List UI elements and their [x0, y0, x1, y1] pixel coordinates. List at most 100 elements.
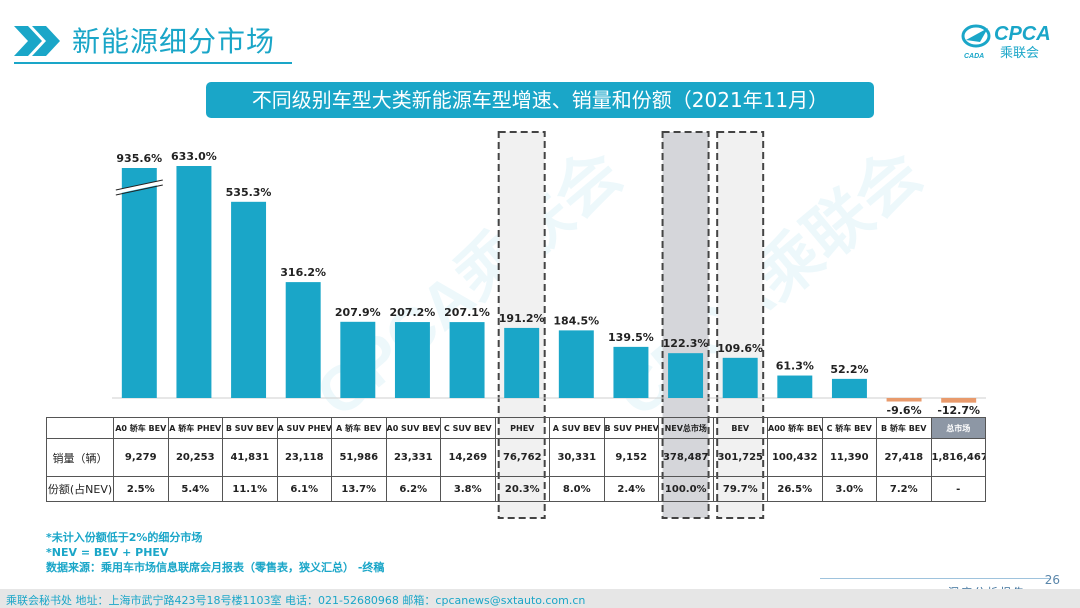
row-label-sales: 销量（辆） — [46, 438, 114, 477]
table-cell-share: 8.0% — [549, 476, 605, 502]
data-label: 191.2% — [499, 312, 545, 325]
table-cell-sales: 301,725 — [712, 438, 768, 477]
table-cell-sales: 378,487 — [658, 438, 714, 477]
data-label: 633.0% — [171, 150, 217, 163]
chart-title-banner: 不同级别车型大类新能源车型增速、销量和份额（2021年11月） — [206, 82, 874, 118]
bar — [613, 346, 649, 398]
table-header-cell: A0 轿车 BEV — [113, 417, 169, 439]
table-cell-share: 11.1% — [222, 476, 278, 502]
row-label-share: 份额(占NEV) — [46, 476, 114, 502]
table-header-cell: A SUV PHEV — [276, 417, 332, 439]
table-cell-share: - — [930, 476, 986, 502]
data-label: 109.6% — [717, 342, 763, 355]
bar-negative — [941, 398, 977, 403]
data-label: 61.3% — [776, 360, 814, 373]
table-cell-share: 79.7% — [712, 476, 768, 502]
data-label: -12.7% — [937, 404, 980, 417]
bar-negative — [886, 398, 922, 402]
table-corner-cell — [46, 417, 114, 439]
watermark-text: CPCA乘联会 — [603, 136, 935, 431]
table-cell-share: 7.2% — [876, 476, 932, 502]
data-label: 535.3% — [226, 186, 272, 199]
table-cell-share: 2.4% — [603, 476, 659, 502]
logo-text: CPCA — [994, 23, 1051, 45]
table-header-cell: B SUV PHEV — [603, 417, 659, 439]
bar — [777, 375, 813, 398]
page-number: 26 — [1044, 573, 1060, 587]
table-cell-sales: 9,152 — [603, 438, 659, 477]
report-divider — [820, 578, 1050, 579]
table-header-cell: C SUV BEV — [440, 417, 496, 439]
table-cell-sales: 27,418 — [876, 438, 932, 477]
table-header-cell: A0 SUV BEV — [385, 417, 441, 439]
data-label: 52.2% — [830, 363, 868, 376]
title-underline — [14, 62, 292, 64]
footnote-source: 数据来源：乘用车市场信息联席会月报表（零售表，狭义汇总） -终稿 — [46, 561, 385, 574]
data-label: 316.2% — [280, 266, 326, 279]
chevron-double-icon — [14, 26, 60, 56]
table-cell-sales: 41,831 — [222, 438, 278, 477]
bar — [231, 201, 267, 398]
bar — [394, 322, 430, 398]
table-row-sales: 销量（辆） 9,279 20,253 41,831 23,118 51,986 23,33… — [46, 438, 986, 477]
table-row-share: 份额(占NEV) 2.5% 5.4% 11.1% 6.1% 13.7% 6.2% 3.8% 2… — [46, 476, 986, 502]
data-label: 139.5% — [608, 331, 654, 344]
table-header-cell: A 轿车 PHEV — [167, 417, 223, 439]
page-title: 新能源细分市场 — [72, 25, 276, 58]
table-cell-sales: 11,390 — [821, 438, 877, 477]
table-cell-sales: 23,331 — [385, 438, 441, 477]
table-cell-sales: 20,253 — [167, 438, 223, 477]
table-header-cell: B 轿车 BEV — [876, 417, 932, 439]
data-label: 122.3% — [663, 337, 709, 350]
bar — [504, 327, 540, 398]
footer-bar — [0, 589, 1080, 608]
data-label: 207.2% — [390, 306, 436, 319]
data-table: A0 轿车 BEV A 轿车 PHEV B SUV BEV A SUV PHEV A 轿… — [46, 417, 986, 502]
bar — [449, 322, 485, 398]
bar — [722, 357, 758, 398]
table-cell-share: 100.0% — [658, 476, 714, 502]
table-cell-share: 13.7% — [331, 476, 387, 502]
data-label: 935.6% — [116, 152, 162, 165]
table-header-row: A0 轿车 BEV A 轿车 PHEV B SUV BEV A SUV PHEV A 轿… — [46, 417, 986, 439]
bar — [831, 378, 867, 398]
data-label: 207.1% — [444, 306, 490, 319]
table-header-cell: NEV总市场 — [658, 417, 714, 439]
table-header-cell: A 轿车 BEV — [331, 417, 387, 439]
footnote-2: *NEV = BEV + PHEV — [46, 546, 169, 559]
table-cell-sales: 23,118 — [276, 438, 332, 477]
axis-break-mark — [115, 184, 163, 196]
bar — [121, 168, 157, 398]
table-cell-share: 6.2% — [385, 476, 441, 502]
data-label: 184.5% — [553, 314, 599, 327]
table-cell-sales: 9,279 — [113, 438, 169, 477]
table-cell-sales: 100,432 — [767, 438, 823, 477]
table-cell-share: 6.1% — [276, 476, 332, 502]
bar — [558, 330, 594, 398]
bar — [340, 321, 376, 398]
table-header-cell: 总市场 — [930, 417, 986, 439]
table-cell-share: 5.4% — [167, 476, 223, 502]
table-cell-share: 3.8% — [440, 476, 496, 502]
footnote-1: *未计入份额低于2%的细分市场 — [46, 531, 203, 544]
axis-break-mark — [115, 179, 163, 191]
logo-subtext: 乘联会 — [1000, 46, 1039, 61]
data-label: 207.9% — [335, 306, 381, 319]
table-header-cell: B SUV BEV — [222, 417, 278, 439]
bar — [668, 353, 704, 398]
table-cell-sales: 14,269 — [440, 438, 496, 477]
table-cell-share: 20.3% — [494, 476, 550, 502]
table-header-cell: C 轿车 BEV — [821, 417, 877, 439]
bar — [285, 282, 321, 398]
data-label: -9.6% — [887, 404, 922, 417]
table-cell-sales: 1,816,467 — [930, 438, 986, 477]
bar — [176, 166, 212, 398]
table-cell-share: 26.5% — [767, 476, 823, 502]
axis-break-mark — [115, 180, 164, 194]
table-cell-share: 3.0% — [821, 476, 877, 502]
table-header-cell: BEV — [712, 417, 768, 439]
logo-small-text: CADA — [964, 53, 984, 60]
table-header-cell: A SUV BEV — [549, 417, 605, 439]
table-cell-sales: 51,986 — [331, 438, 387, 477]
